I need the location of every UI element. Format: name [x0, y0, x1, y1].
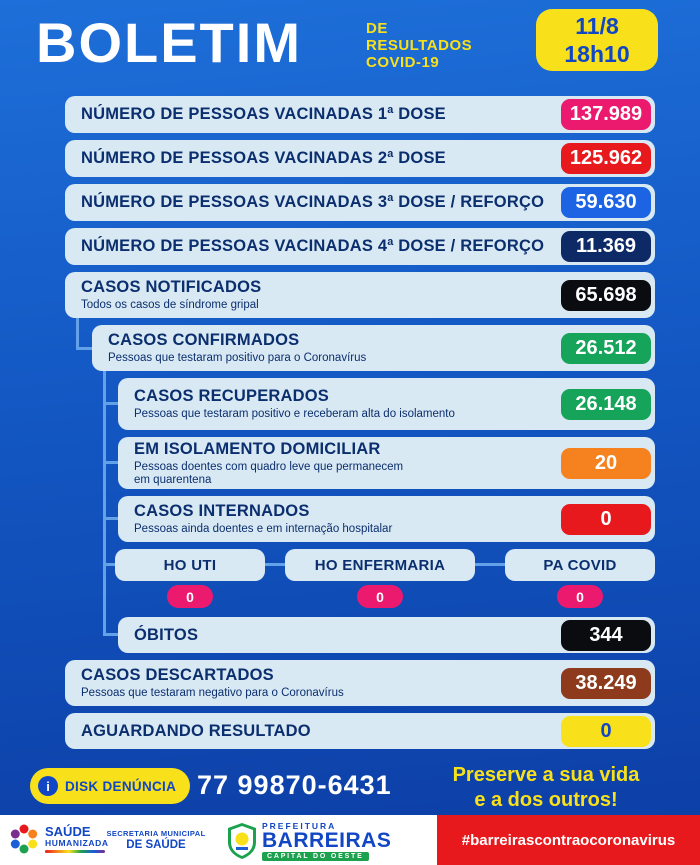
hospital-pill-value-badge: 0	[357, 585, 403, 608]
secretaria-line2: DE SAÚDE	[126, 839, 186, 851]
stat-value-badge: 20	[561, 447, 651, 479]
stat-label: ÓBITOS	[134, 625, 199, 644]
stat-row-vacinadas-4-dose: NÚMERO DE PESSOAS VACINADAS 4ª DOSE / RE…	[65, 228, 655, 265]
preserve-message: Preserve a sua vida e a dos outros!	[420, 763, 672, 813]
stat-value-badge: 125.962	[561, 143, 651, 174]
connector-line	[103, 563, 115, 566]
stat-label: CASOS RECUPERADOS	[134, 387, 330, 405]
stat-sublabel: Pessoas ainda doentes e em internação ho…	[134, 523, 393, 535]
date-time-badge: 11/8 18h10	[536, 9, 658, 71]
rainbow-divider	[45, 850, 105, 853]
stat-row-casos-recuperados: CASOS RECUPERADOS Pessoas que testaram p…	[118, 378, 655, 430]
stat-value-badge: 0	[561, 503, 651, 535]
subtitle-line: RESULTADOS	[366, 37, 473, 54]
stat-sublabel: Todos os casos de síndrome gripal	[81, 299, 259, 311]
stat-value-badge: 65.698	[561, 279, 651, 311]
connector-line	[103, 633, 118, 636]
stat-sublabel: Pessoas que testaram positivo para o Cor…	[108, 352, 367, 364]
stat-row-vacinadas-2-dose: NÚMERO DE PESSOAS VACINADAS 2ª DOSE 125.…	[65, 140, 655, 177]
prefeitura-name: BARREIRAS	[262, 829, 392, 852]
connector-line	[76, 316, 79, 350]
prefeitura-sub-label: CAPITAL DO OESTE	[262, 852, 369, 861]
stat-label: CASOS INTERNADOS	[134, 502, 310, 520]
page-title: BOLETIM	[36, 11, 302, 74]
stat-sublabel: Pessoas doentes com quadro leve que perm…	[134, 460, 404, 486]
stat-label: CASOS CONFIRMADOS	[108, 331, 300, 349]
stat-row-vacinadas-3-dose: NÚMERO DE PESSOAS VACINADAS 3ª DOSE / RE…	[65, 184, 655, 221]
stat-row-aguardando-resultado: AGUARDANDO RESULTADO 0	[65, 713, 655, 749]
stat-value-badge: 137.989	[561, 99, 651, 130]
stat-value-badge: 26.512	[561, 332, 651, 364]
stat-label: CASOS NOTIFICADOS	[81, 278, 262, 296]
connector-line	[76, 347, 92, 350]
date-text: 11/8	[575, 13, 619, 39]
subtitle-line: DE	[366, 20, 388, 37]
info-icon: i	[38, 776, 58, 796]
hospital-pill-pa-covid: PA COVID	[505, 549, 655, 581]
connector-line	[103, 461, 118, 464]
stat-label: AGUARDANDO RESULTADO	[81, 721, 311, 740]
stat-row-vacinadas-1-dose: NÚMERO DE PESSOAS VACINADAS 1ª DOSE 137.…	[65, 96, 655, 133]
stat-sublabel: Pessoas que testaram positivo e recebera…	[134, 408, 455, 420]
stat-label: EM ISOLAMENTO DOMICILIAR	[134, 439, 381, 458]
hospital-pill-ho-enfermaria: HO ENFERMARIA	[285, 549, 475, 581]
saude-humanizada-text: SAÚDE HUMANIZADA	[45, 825, 109, 853]
saude-line1: SAÚDE	[45, 824, 91, 839]
page-subtitle: DE RESULTADOS COVID-19	[366, 20, 472, 71]
hospital-pill-value-badge: 0	[557, 585, 603, 608]
stat-row-casos-internados: CASOS INTERNADOS Pessoas ainda doentes e…	[118, 496, 655, 542]
connector-line	[265, 563, 285, 566]
saude-humanizada-logo: SAÚDE HUMANIZADA	[8, 823, 109, 855]
stat-label: NÚMERO DE PESSOAS VACINADAS 1ª DOSE	[81, 105, 446, 123]
flower-icon	[10, 824, 38, 854]
stat-row-casos-descartados: CASOS DESCARTADOS Pessoas que testaram n…	[65, 660, 655, 706]
disk-denuncia-label: DISK DENÚNCIA	[65, 778, 177, 794]
shield-icon	[228, 823, 256, 859]
bottom-bar: SAÚDE HUMANIZADA SECRETARIA MUNICIPAL DE…	[0, 815, 700, 865]
stat-value-badge: 0	[561, 715, 651, 747]
connector-line	[103, 402, 118, 405]
stat-sublabel: Pessoas que testaram negativo para o Cor…	[81, 687, 344, 699]
stat-row-isolamento-domiciliar: EM ISOLAMENTO DOMICILIAR Pessoas doentes…	[118, 437, 655, 489]
preserve-line: e a dos outros!	[474, 789, 618, 811]
phone-number: 77 99870-6431	[197, 770, 392, 800]
stat-label: NÚMERO DE PESSOAS VACINADAS 2ª DOSE	[81, 149, 446, 167]
time-text: 18h10	[564, 41, 630, 67]
subtitle-line: COVID-19	[366, 54, 440, 71]
stat-row-casos-notificados: CASOS NOTIFICADOS Todos os casos de sínd…	[65, 272, 655, 318]
connector-line	[103, 517, 118, 520]
prefeitura-text: PREFEITURA BARREIRAS CAPITAL DO OESTE	[262, 821, 391, 861]
stat-label: CASOS DESCARTADOS	[81, 666, 274, 684]
saude-line2: HUMANIZADA	[45, 838, 109, 848]
disk-denuncia-pill: i DISK DENÚNCIA	[30, 768, 191, 804]
connector-line	[475, 563, 505, 566]
preserve-line: Preserve a sua vida	[452, 764, 640, 786]
hospital-pill-value-badge: 0	[167, 585, 213, 608]
prefeitura-logo: PREFEITURA BARREIRAS CAPITAL DO OESTE	[228, 821, 391, 861]
stat-value-badge: 344	[561, 619, 651, 651]
secretaria-line1: SECRETARIA MUNICIPAL	[106, 829, 206, 838]
stat-value-badge: 38.249	[561, 667, 651, 699]
stat-value-badge: 26.148	[561, 388, 651, 420]
stat-row-casos-confirmados: CASOS CONFIRMADOS Pessoas que testaram p…	[92, 325, 655, 371]
stat-value-badge: 59.630	[561, 187, 651, 218]
stat-value-badge: 11.369	[561, 231, 651, 262]
hospital-pill-ho-uti: HO UTI	[115, 549, 265, 581]
secretaria-text: SECRETARIA MUNICIPAL DE SAÚDE	[97, 829, 215, 851]
stat-label: NÚMERO DE PESSOAS VACINADAS 3ª DOSE / RE…	[81, 193, 545, 211]
stat-label: NÚMERO DE PESSOAS VACINADAS 4ª DOSE / RE…	[81, 237, 545, 255]
connector-line	[103, 371, 106, 635]
hashtag-banner: #barreirascontraocoronavirus	[437, 815, 700, 865]
stat-row-obitos: ÓBITOS 344	[118, 617, 655, 653]
prefeitura-top-label: PREFEITURA	[262, 821, 337, 831]
